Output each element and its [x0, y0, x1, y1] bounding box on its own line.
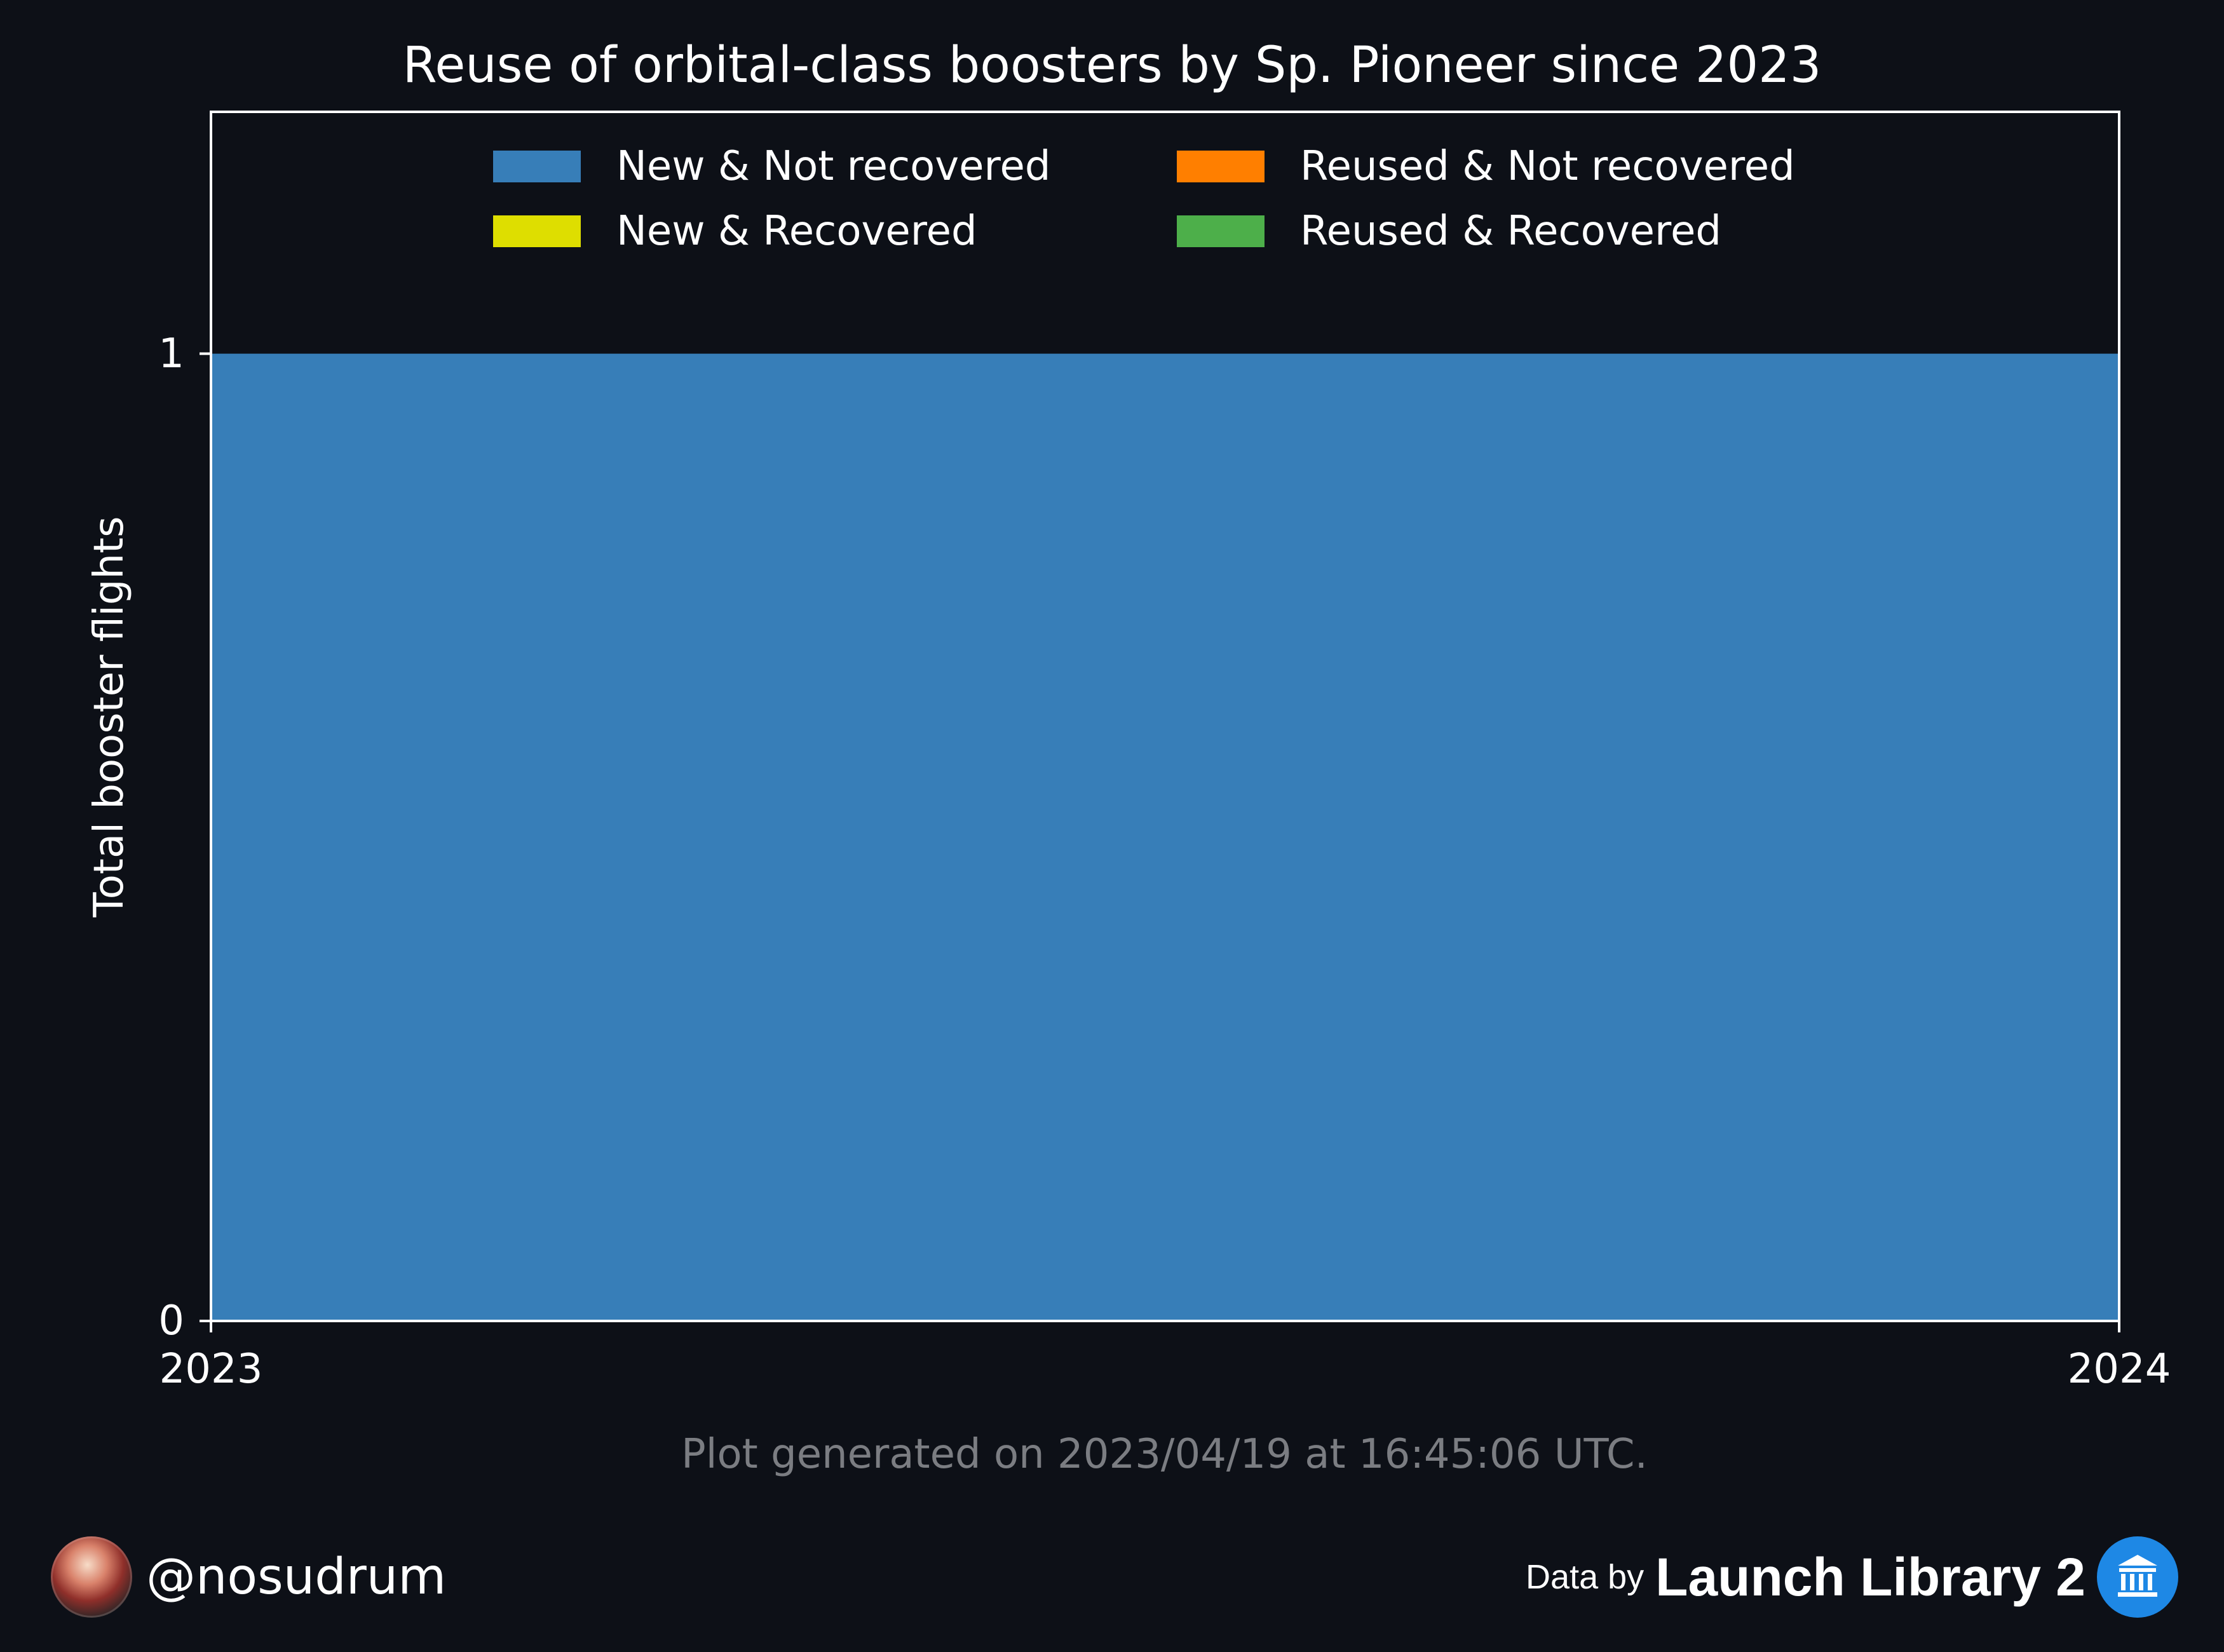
legend-swatch-new-not-recovered	[493, 151, 581, 182]
legend-swatch-new-recovered	[493, 215, 581, 247]
y-axis-label: Total booster flights	[86, 516, 133, 917]
legend-item-reused-not-recovered: Reused & Not recovered	[1177, 141, 1795, 192]
data-source-prefix: Data by	[1526, 1558, 1644, 1596]
data-source: Data by Launch Library 2	[1526, 1536, 2178, 1618]
author-handle: @nosudrum	[146, 1548, 447, 1606]
plot-frame	[210, 111, 2120, 1322]
legend-label-new-not-recovered: New & Not recovered	[616, 143, 1051, 190]
institution-icon-svg	[2118, 1555, 2157, 1597]
area-layer	[211, 353, 2119, 1321]
plot-generated-note: Plot generated on 2023/04/19 at 16:45:06…	[681, 1431, 1648, 1478]
legend-label-new-recovered: New & Recovered	[616, 208, 977, 255]
y-tick-label-0: 0	[158, 1297, 184, 1344]
area-series-new-not-recovered	[211, 353, 2119, 1321]
legend-label-reused-recovered: Reused & Recovered	[1300, 208, 1721, 255]
legend-label-reused-not-recovered: Reused & Not recovered	[1300, 143, 1795, 190]
author-attribution: @nosudrum	[51, 1536, 446, 1618]
data-source-name: Launch Library 2	[1655, 1547, 2085, 1607]
y-tick-label-1: 1	[158, 330, 184, 377]
legend-item-new-recovered: New & Recovered	[493, 206, 977, 257]
tick-layer	[200, 352, 2120, 1332]
legend-item-new-not-recovered: New & Not recovered	[493, 141, 1050, 192]
legend-swatch-reused-not-recovered	[1177, 151, 1265, 182]
x-tick-label-2024: 2024	[2067, 1346, 2171, 1393]
avatar	[51, 1536, 132, 1618]
chart-legend: New & Not recovered New & Recovered Reus…	[493, 141, 1872, 268]
x-tick-label-2023: 2023	[159, 1346, 263, 1393]
legend-swatch-reused-recovered	[1177, 215, 1265, 247]
legend-item-reused-recovered: Reused & Recovered	[1177, 206, 1721, 257]
chart-title: Reuse of orbital-class boosters by Sp. P…	[402, 37, 1822, 94]
institution-icon	[2097, 1536, 2178, 1618]
